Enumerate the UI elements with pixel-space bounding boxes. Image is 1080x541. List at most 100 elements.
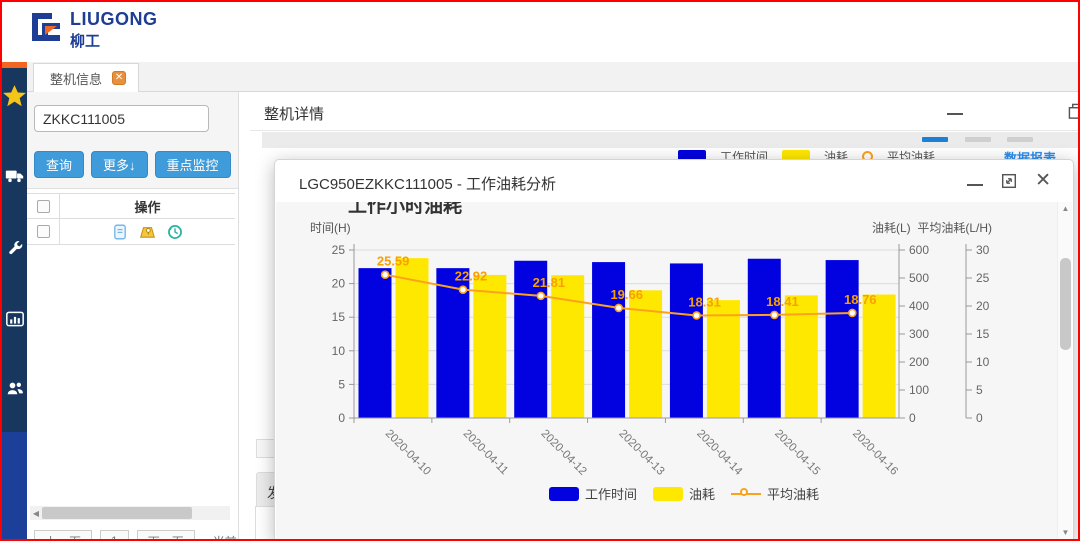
select-all-checkbox[interactable]	[36, 199, 50, 213]
sidebar-item-vehicles[interactable]	[2, 162, 27, 190]
dialog-maximize-icon[interactable]	[1000, 172, 1018, 190]
svg-text:0: 0	[976, 411, 983, 425]
dialog-scrollbar-thumb[interactable]	[1060, 258, 1071, 350]
users-icon	[7, 382, 23, 395]
svg-text:22.92: 22.92	[455, 269, 488, 284]
svg-text:0: 0	[338, 411, 345, 425]
map-location-icon[interactable]	[139, 224, 156, 240]
svg-text:2020-04-16: 2020-04-16	[850, 428, 900, 478]
scroll-left-icon[interactable]: ◀	[32, 508, 40, 518]
key-monitor-button[interactable]: 重点监控	[154, 151, 231, 178]
more-button[interactable]: 更多↓	[91, 151, 148, 178]
operation-column-header: 操作	[134, 199, 161, 215]
top-bar: LIUGONG 柳工	[2, 2, 1078, 62]
chart-legend: 工作时间 油耗 平均油耗	[549, 484, 819, 503]
svg-text:18.41: 18.41	[766, 294, 799, 309]
table-header-row: 操作	[27, 193, 235, 219]
sidebar-item-customers[interactable]	[2, 374, 27, 402]
wrench-icon	[8, 241, 22, 255]
serial-search-input[interactable]	[34, 105, 209, 132]
right-axis-unit-labels: 油耗(L) 平均油耗(L/H)	[872, 221, 993, 235]
bar-chart-icon	[5, 311, 24, 327]
search-area: 查询 更多↓ 重点监控	[27, 92, 238, 189]
carousel-indicator-3[interactable]	[1007, 137, 1033, 142]
tab-machine-info[interactable]: 整机信息 ✕	[33, 63, 140, 92]
fuel-chart-svg: 0 5 10 15 20 25 0 100 200 300 400 500 600 0 5 10 15 20 25 3…	[332, 243, 990, 479]
left-axis-unit-label: 时间(H)	[310, 221, 351, 235]
next-page-button[interactable]: 下一页	[136, 530, 195, 539]
chart-title-clipped: 工作小时油耗	[348, 202, 463, 214]
sidebar-item-favorites[interactable]	[2, 82, 27, 110]
svg-text:20: 20	[976, 299, 990, 313]
sidebar-item-maintenance[interactable]	[2, 234, 27, 262]
svg-text:2020-04-12: 2020-04-12	[539, 428, 589, 478]
query-button[interactable]: 查询	[34, 151, 85, 178]
svg-text:21.81: 21.81	[533, 275, 566, 290]
svg-text:400: 400	[909, 299, 929, 313]
machine-table: 操作	[27, 193, 235, 245]
star-icon	[3, 85, 26, 107]
fuel-swatch	[653, 486, 684, 501]
svg-text:5: 5	[338, 377, 345, 391]
truck-icon	[5, 170, 23, 183]
svg-text:600: 600	[909, 243, 929, 257]
svg-text:10: 10	[332, 344, 346, 358]
svg-text:25: 25	[332, 243, 346, 257]
panel-minimize-icon[interactable]	[947, 113, 963, 115]
svg-text:2020-04-14: 2020-04-14	[694, 428, 745, 479]
scroll-up-icon[interactable]: ▲	[1061, 204, 1070, 213]
carousel-strip	[262, 132, 1078, 148]
svg-text:15: 15	[976, 327, 990, 341]
legend-fuel[interactable]: 油耗	[653, 484, 715, 503]
liugong-logo: LIUGONG 柳工	[28, 9, 158, 51]
fuel-chart: 0 5 10 15 20 25 0 100 200 300 400 500 600 0 5 10 15 20 25 3…	[276, 236, 1046, 488]
tab-close-icon[interactable]: ✕	[112, 71, 127, 85]
detail-doc-icon[interactable]	[112, 224, 128, 240]
svg-text:10: 10	[976, 355, 990, 369]
svg-text:25: 25	[976, 271, 990, 285]
svg-text:0: 0	[909, 411, 916, 425]
svg-text:18.76: 18.76	[844, 292, 877, 307]
carousel-indicator-1[interactable]	[922, 137, 948, 142]
panel-restore-icon[interactable]	[1068, 103, 1080, 120]
tab-bar: 整机信息 ✕	[27, 62, 1078, 92]
carousel-indicator-2[interactable]	[965, 137, 991, 142]
horizontal-scrollbar[interactable]: ◀	[30, 506, 230, 520]
fuel-analysis-dialog: LGC950EZKKC111005 - 工作油耗分析 ✕ 工作小时油耗 时间(H…	[274, 159, 1074, 539]
prev-page-button[interactable]: 上一页	[34, 530, 93, 539]
row-checkbox[interactable]	[36, 225, 50, 238]
dialog-scrollbar[interactable]: ▲ ▼	[1057, 202, 1072, 539]
detail-panel-header: 整机详情	[250, 93, 1080, 131]
current-page-label: 当前	[213, 530, 237, 539]
brand-name: LIUGONG	[70, 9, 158, 29]
brand-name-cn: 柳工	[70, 33, 101, 50]
dialog-minimize-icon[interactable]	[967, 184, 984, 186]
detail-panel-title: 整机详情	[264, 106, 325, 123]
svg-text:25.59: 25.59	[377, 254, 410, 269]
svg-text:20: 20	[332, 277, 346, 291]
pagination: 上一页 1 下一页 当前	[34, 530, 237, 539]
sidebar	[2, 62, 27, 539]
svg-text:500: 500	[909, 271, 929, 285]
scrollbar-thumb[interactable]	[42, 507, 192, 519]
sidebar-item-statistics[interactable]	[2, 305, 27, 333]
page-number-button[interactable]: 1	[100, 530, 129, 539]
svg-text:18.31: 18.31	[688, 294, 721, 309]
svg-text:2020-04-10: 2020-04-10	[383, 428, 433, 478]
svg-text:2020-04-13: 2020-04-13	[616, 428, 666, 478]
avg-fuel-line-icon	[731, 487, 762, 496]
svg-text:5: 5	[976, 383, 983, 397]
svg-text:30: 30	[976, 243, 990, 257]
sidebar-lower	[2, 432, 27, 539]
sidebar-accent	[2, 62, 27, 68]
legend-avg-fuel[interactable]: 平均油耗	[731, 484, 819, 503]
table-row[interactable]	[27, 219, 235, 245]
dialog-close-icon[interactable]: ✕	[1035, 170, 1051, 191]
scroll-down-icon[interactable]: ▼	[1061, 528, 1070, 537]
legend-work-time[interactable]: 工作时间	[549, 484, 637, 503]
history-clock-icon[interactable]	[167, 224, 183, 240]
dialog-header[interactable]: LGC950EZKKC111005 - 工作油耗分析 ✕	[275, 160, 1073, 202]
svg-text:2020-04-15: 2020-04-15	[772, 428, 822, 478]
svg-text:2020-04-11: 2020-04-11	[461, 428, 510, 477]
